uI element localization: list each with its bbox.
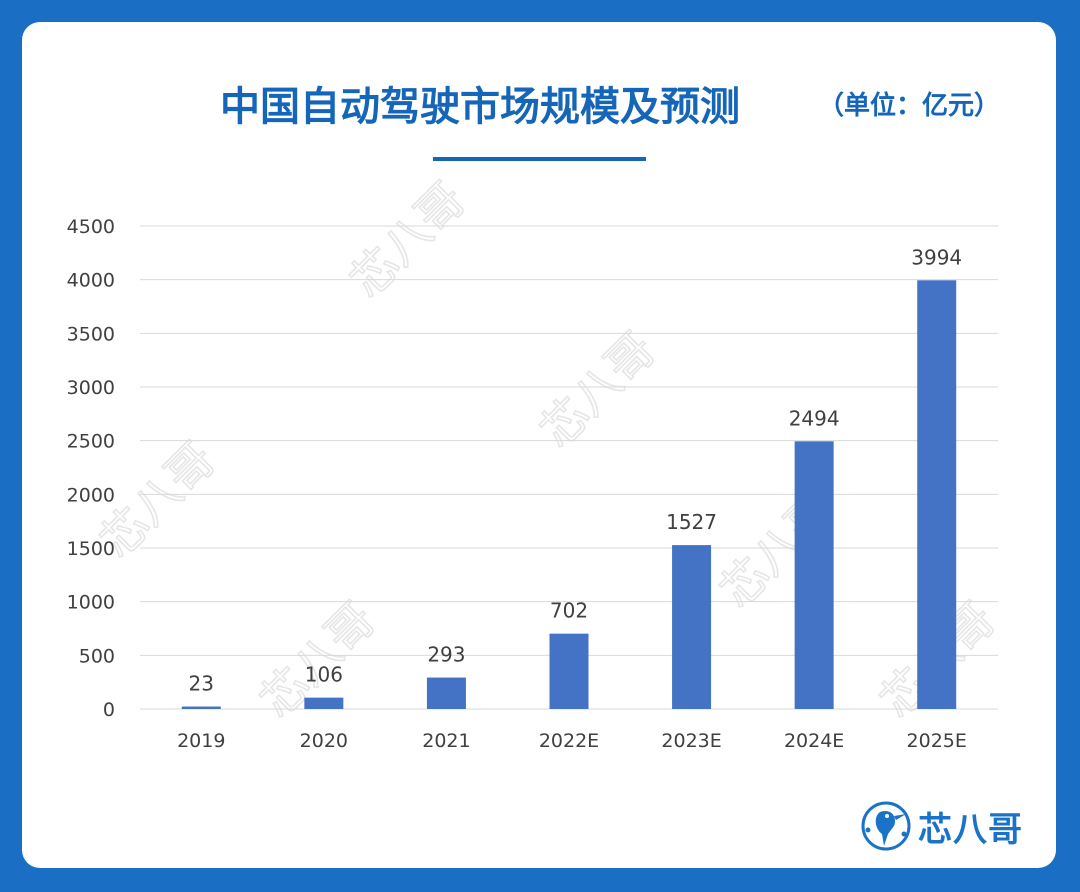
y-tick-label: 4000	[67, 270, 115, 292]
x-tick-label: 2020	[300, 730, 348, 752]
brand-name: 芯八哥	[918, 809, 1023, 850]
x-tick-label: 2025E	[907, 730, 967, 752]
bar	[549, 633, 589, 709]
x-tick-label: 2023E	[661, 730, 721, 752]
data-label: 1527	[666, 510, 717, 534]
x-tick-label: 2024E	[784, 730, 844, 752]
watermark-text: 芯八哥	[340, 172, 476, 308]
data-label: 2494	[789, 406, 840, 430]
y-tick-label: 0	[103, 699, 115, 721]
y-tick-label: 3500	[67, 323, 115, 345]
x-tick-label: 2022E	[539, 730, 599, 752]
bar	[917, 280, 957, 709]
y-tick-label: 4500	[67, 216, 115, 238]
chart-subtitle: （单位：亿元）	[818, 91, 1001, 121]
data-label: 106	[305, 663, 343, 687]
y-tick-label: 500	[79, 645, 115, 667]
data-labels: 23 106 293 702 1527 2494 3994	[189, 245, 963, 695]
kingfisher-logo-icon	[861, 801, 911, 851]
bar	[672, 545, 712, 709]
data-label: 3994	[911, 245, 962, 269]
y-tick-label: 1000	[67, 592, 115, 614]
watermark-text: 芯八哥	[530, 322, 666, 458]
bar	[181, 706, 221, 709]
title-underline	[433, 157, 646, 161]
y-tick-label: 3000	[67, 377, 115, 399]
y-tick-label: 1500	[67, 538, 115, 560]
brand-logo: 芯八哥	[860, 800, 1023, 852]
x-axis: 2019 2020 2021 2022E 2023E 2024E 2025E	[177, 730, 967, 752]
bar	[304, 697, 344, 709]
x-tick-label: 2021	[422, 730, 470, 752]
bar	[426, 677, 466, 709]
chart-card	[22, 22, 1056, 868]
watermark: 芯八哥	[339, 171, 476, 308]
data-label: 23	[189, 672, 214, 696]
y-tick-label: 2500	[67, 431, 115, 453]
x-tick-label: 2019	[177, 730, 225, 752]
watermark-layer: 芯八哥芯八哥芯八哥芯八哥芯八哥芯八哥	[89, 171, 1006, 728]
data-label: 702	[550, 599, 588, 623]
watermark: 芯八哥	[529, 321, 666, 458]
y-tick-label: 2000	[67, 484, 115, 506]
bar	[794, 441, 834, 709]
bar-series	[181, 280, 957, 709]
data-label: 293	[427, 643, 465, 667]
y-axis: 0 500 1000 1500 2000 2500 3000 3500 4000 4500	[67, 216, 115, 721]
chart-title: 中国自动驾驶市场规模及预测	[220, 84, 740, 130]
